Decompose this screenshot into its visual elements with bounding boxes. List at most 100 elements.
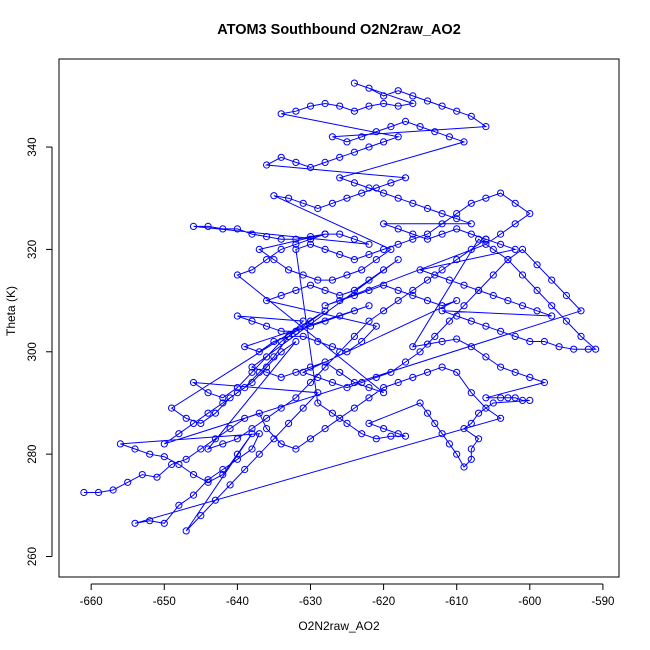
- data-point: [497, 230, 505, 238]
- data-point: [438, 363, 446, 371]
- data-point: [453, 256, 461, 264]
- data-point: [380, 389, 388, 397]
- data-point: [540, 378, 549, 387]
- data-point: [350, 291, 358, 300]
- data-point: [467, 445, 475, 453]
- data-point: [277, 291, 285, 300]
- y-tick-label: 320: [27, 240, 39, 259]
- y-tick-label: 300: [27, 342, 39, 361]
- plot-frame: [58, 58, 620, 578]
- data-point: [306, 322, 315, 330]
- data-point: [248, 445, 256, 453]
- data-point: [277, 153, 285, 161]
- data-point: [358, 378, 366, 387]
- series-layer: [80, 79, 600, 535]
- data-point: [350, 235, 358, 243]
- data-point: [153, 473, 161, 481]
- data-point: [285, 266, 293, 274]
- data-point: [204, 476, 212, 484]
- data-point: [460, 302, 468, 310]
- data-point: [423, 97, 432, 105]
- data-point: [233, 312, 241, 320]
- data-point: [365, 419, 373, 427]
- data-point: [445, 276, 453, 284]
- data-point: [401, 432, 410, 440]
- data-point: [211, 435, 219, 443]
- data-point: [365, 286, 373, 294]
- chart-title: ATOM3 Southbound O2N2raw_AO2: [217, 22, 461, 38]
- data-point: [321, 307, 329, 315]
- data-point: [80, 488, 88, 497]
- data-point: [423, 276, 432, 284]
- data-point: [423, 235, 432, 243]
- data-point: [263, 368, 271, 376]
- data-point: [350, 179, 358, 187]
- data-point: [460, 138, 468, 146]
- data-point: [255, 409, 263, 417]
- data-point: [124, 478, 132, 486]
- data-point: [380, 138, 388, 146]
- data-point: [248, 425, 256, 433]
- data-point: [350, 378, 358, 387]
- data-point: [431, 332, 439, 340]
- data-point: [175, 501, 183, 509]
- data-point: [394, 430, 402, 438]
- data-point: [489, 271, 497, 279]
- data-point: [518, 302, 527, 310]
- data-point: [365, 250, 373, 259]
- data-point: [533, 286, 541, 294]
- data-point: [526, 396, 534, 404]
- data-point: [555, 343, 563, 351]
- series-line: [83, 82, 597, 532]
- data-point: [255, 450, 263, 458]
- data-point: [431, 419, 439, 427]
- data-point: [314, 399, 322, 407]
- data-point: [211, 409, 219, 417]
- data-point: [314, 373, 322, 381]
- data-point: [336, 174, 344, 182]
- data-point: [467, 112, 475, 120]
- data-point: [467, 230, 475, 238]
- data-point: [540, 337, 549, 346]
- data-point: [526, 337, 534, 346]
- data-point: [380, 189, 388, 197]
- data-point: [438, 337, 446, 346]
- data-point: [401, 358, 410, 366]
- data-point: [146, 517, 154, 525]
- data-point: [350, 79, 358, 87]
- data-point: [350, 404, 358, 412]
- data-point: [343, 384, 351, 392]
- x-tick-label: -650: [153, 596, 176, 608]
- data-point: [189, 378, 198, 387]
- data-point: [328, 133, 336, 141]
- data-point: [175, 430, 183, 438]
- data-point: [365, 384, 373, 392]
- data-point: [138, 471, 146, 479]
- data-point: [343, 194, 351, 202]
- data-point: [226, 481, 234, 489]
- data-point: [438, 230, 446, 238]
- data-point: [423, 204, 432, 213]
- data-point: [548, 312, 556, 320]
- data-point: [248, 363, 256, 371]
- data-point: [518, 271, 527, 279]
- data-point: [475, 435, 483, 443]
- data-point: [263, 425, 271, 433]
- data-point: [168, 460, 176, 468]
- y-tick-label: 280: [27, 445, 39, 464]
- data-point: [409, 92, 417, 100]
- data-point: [336, 102, 344, 110]
- data-point: [306, 163, 315, 172]
- data-point: [453, 297, 461, 305]
- x-axis-label: O2N2raw_AO2: [298, 619, 380, 633]
- data-point: [533, 261, 541, 269]
- data-point: [321, 245, 329, 253]
- data-point: [168, 404, 176, 412]
- data-point: [453, 335, 461, 343]
- data-point: [343, 271, 351, 279]
- data-point: [233, 271, 241, 279]
- data-point: [233, 389, 241, 397]
- data-point: [467, 343, 475, 351]
- data-point: [438, 430, 446, 438]
